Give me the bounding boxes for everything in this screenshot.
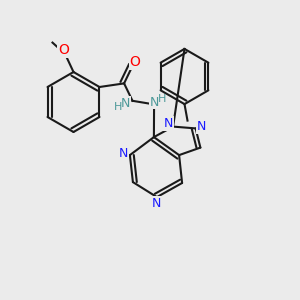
Text: N: N [196, 120, 206, 134]
Text: O: O [129, 56, 140, 69]
Text: N: N [152, 196, 162, 210]
Text: N: N [119, 147, 129, 160]
Text: H: H [158, 94, 166, 104]
Text: N: N [121, 97, 130, 110]
Text: N: N [164, 117, 173, 130]
Text: N: N [149, 95, 159, 109]
Text: O: O [58, 43, 69, 57]
Text: H: H [114, 102, 123, 112]
